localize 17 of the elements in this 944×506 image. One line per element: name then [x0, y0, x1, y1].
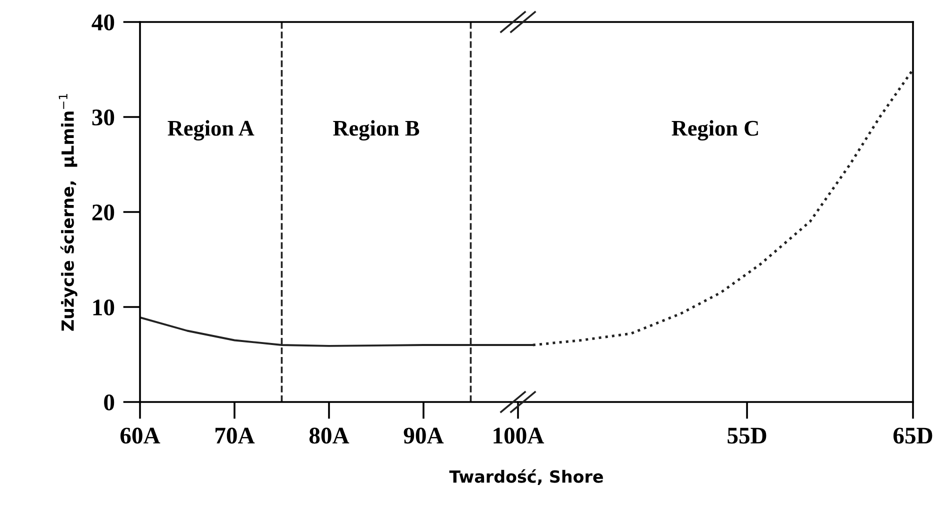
x-tick-label: 60A	[120, 428, 160, 444]
x-tick-label: 55D	[728, 428, 766, 444]
x-tick-label: 90A	[404, 428, 444, 444]
annotation: Region A	[168, 120, 254, 140]
annotation: Region B	[333, 120, 420, 140]
y-tick-label: 20	[92, 204, 114, 220]
y-tick-label: 10	[93, 299, 114, 316]
x-tick-label: 65D	[893, 428, 932, 444]
y-tick-label: 0	[104, 394, 114, 410]
x-tick-label: 100A	[494, 428, 544, 444]
x-tick-label: 70A	[216, 428, 255, 444]
y-axis-title: Zużycie ścierne, μLmin$^{−1}$	[58, 94, 78, 331]
x-tick-label: 80A	[309, 428, 350, 444]
x-axis-title: Twardość, Shore	[449, 469, 603, 485]
y-tick-label: 40	[92, 14, 114, 30]
y-tick-label: 30	[92, 109, 114, 126]
annotation: Region C	[672, 120, 758, 140]
